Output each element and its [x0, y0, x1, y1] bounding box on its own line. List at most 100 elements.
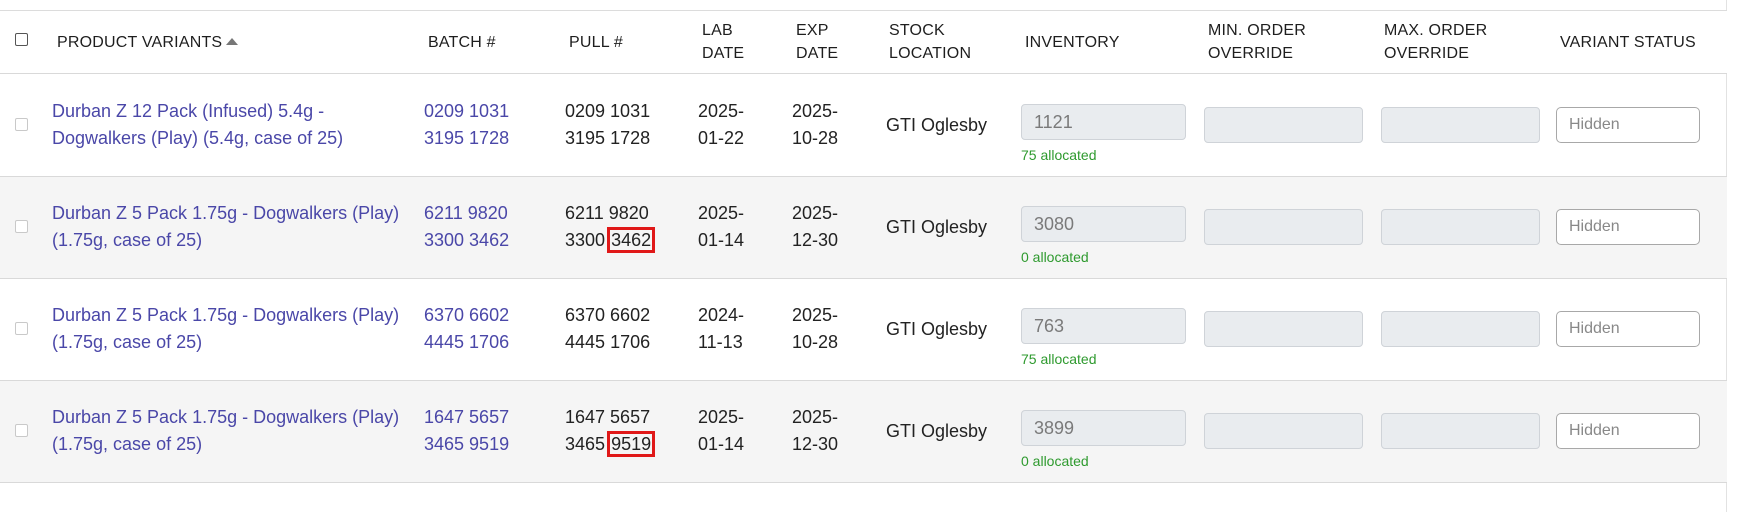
product-variant-link[interactable]: Durban Z 5 Pack 1.75g - Dogwalkers (Play… [52, 404, 399, 458]
product-variant-link[interactable]: Durban Z 12 Pack (Infused) 5.4g - Dogwal… [52, 98, 343, 152]
top-divider [0, 10, 1727, 11]
column-header-min-order-override: MIN. ORDER OVERRIDE [1208, 19, 1306, 65]
lab-date: 2024- 11-13 [698, 302, 744, 356]
exp-date-line1: 2025- [792, 305, 839, 325]
allocated-count: 0 allocated [1021, 249, 1089, 265]
exp-date-line2: 10-28 [792, 128, 839, 148]
product-variant-link[interactable]: Durban Z 5 Pack 1.75g - Dogwalkers (Play… [52, 302, 399, 356]
exp-date: 2025- 10-28 [792, 302, 838, 356]
batch-number-line1: 0209 1031 [424, 101, 510, 121]
pull-number-line1: 1647 5657 [565, 407, 651, 427]
product-variant-line2: Dogwalkers (Play) (5.4g, case of 25) [52, 128, 344, 148]
product-variant-line1: Durban Z 5 Pack 1.75g - Dogwalkers (Play… [52, 407, 400, 427]
lab-date-line2: 01-14 [698, 434, 745, 454]
row-checkbox[interactable] [15, 424, 28, 437]
exp-date: 2025- 10-28 [792, 98, 838, 152]
product-variant-link[interactable]: Durban Z 5 Pack 1.75g - Dogwalkers (Play… [52, 200, 399, 254]
exp-date-line2: 12-30 [792, 230, 839, 250]
batch-number-line2: 3300 3462 [424, 230, 510, 250]
product-variant-line2: (1.75g, case of 25) [52, 332, 203, 352]
row-checkbox[interactable] [15, 220, 28, 233]
batch-number-link[interactable]: 0209 1031 3195 1728 [424, 98, 509, 152]
lab-date-line2: 11-13 [698, 332, 743, 352]
inventory-input[interactable]: 3080 [1021, 206, 1186, 242]
table-row: Durban Z 5 Pack 1.75g - Dogwalkers (Play… [0, 381, 1727, 483]
pull-number: 0209 1031 3195 1728 [565, 98, 650, 152]
pull-number-line2-prefix: 3195 [565, 128, 606, 148]
max-order-override-input[interactable] [1381, 413, 1540, 449]
stock-location: GTI Oglesby [886, 421, 988, 441]
column-header-product-variants[interactable]: PRODUCT VARIANTS [57, 31, 239, 54]
pull-number-highlight: 3462 [607, 227, 656, 253]
batch-number-line1: 1647 5657 [424, 407, 510, 427]
lab-date-line2: 01-22 [698, 128, 745, 148]
exp-date: 2025- 12-30 [792, 200, 838, 254]
column-header-min-order-line1: MIN. ORDER [1208, 22, 1306, 39]
column-header-product-variants-label: PRODUCT VARIANTS [57, 34, 223, 51]
pull-number-line2: 4445 1706 [565, 329, 650, 356]
sort-asc-icon [226, 38, 239, 45]
min-order-override-input[interactable] [1204, 209, 1363, 245]
allocated-count: 75 allocated [1021, 147, 1097, 163]
variant-status-select[interactable]: Hidden [1556, 311, 1700, 347]
pull-number-line2-suffix: 1728 [610, 128, 651, 148]
column-header-lab-date-line1: LAB [702, 22, 733, 39]
batch-number-link[interactable]: 6370 6602 4445 1706 [424, 302, 509, 356]
column-header-exp-date-line1: EXP [796, 22, 829, 39]
product-variant-line1: Durban Z 5 Pack 1.75g - Dogwalkers (Play… [52, 203, 400, 223]
row-checkbox[interactable] [15, 118, 28, 131]
pull-number: 1647 5657 3465 9519 [565, 404, 656, 458]
batch-number-line2: 3465 9519 [424, 434, 510, 454]
exp-date-line1: 2025- [792, 203, 839, 223]
column-header-pull: PULL # [569, 34, 623, 51]
max-order-override-input[interactable] [1381, 209, 1540, 245]
min-order-override-input[interactable] [1204, 413, 1363, 449]
product-variant-line1: Durban Z 12 Pack (Infused) 5.4g - [52, 101, 325, 121]
column-header-exp-date: EXP DATE [796, 19, 838, 65]
table-header: PRODUCT VARIANTS BATCH # PULL # LAB DATE… [0, 11, 1727, 74]
table-row: Durban Z 5 Pack 1.75g - Dogwalkers (Play… [0, 177, 1727, 279]
lab-date: 2025- 01-22 [698, 98, 744, 152]
pull-number-line2-prefix: 3465 [565, 434, 606, 454]
column-header-min-order-line2: OVERRIDE [1208, 45, 1294, 62]
column-header-lab-date: LAB DATE [702, 19, 744, 65]
inventory-input[interactable]: 763 [1021, 308, 1186, 344]
pull-number: 6370 6602 4445 1706 [565, 302, 650, 356]
stock-location: GTI Oglesby [886, 217, 988, 237]
column-header-inventory: INVENTORY [1025, 34, 1120, 51]
select-all-checkbox[interactable] [15, 33, 28, 46]
min-order-override-input[interactable] [1204, 311, 1363, 347]
batch-number-line1: 6211 9820 [424, 203, 508, 223]
variant-status-select[interactable]: Hidden [1556, 209, 1700, 245]
batch-number-link[interactable]: 6211 9820 3300 3462 [424, 200, 509, 254]
pull-number-highlight: 9519 [607, 431, 656, 457]
lab-date-line2: 01-14 [698, 230, 745, 250]
lab-date-line1: 2025- [698, 203, 745, 223]
batch-number-link[interactable]: 1647 5657 3465 9519 [424, 404, 509, 458]
row-checkbox[interactable] [15, 322, 28, 335]
inventory-input[interactable]: 1121 [1021, 104, 1186, 140]
batch-number-line2: 4445 1706 [424, 332, 510, 352]
exp-date-line1: 2025- [792, 407, 839, 427]
lab-date-line1: 2025- [698, 407, 745, 427]
inventory-input[interactable]: 3899 [1021, 410, 1186, 446]
lab-date: 2025- 01-14 [698, 404, 744, 458]
product-variant-line1: Durban Z 5 Pack 1.75g - Dogwalkers (Play… [52, 305, 400, 325]
pull-number: 6211 9820 3300 3462 [565, 200, 656, 254]
stock-location: GTI Oglesby [886, 115, 988, 135]
pull-number-line2: 3195 1728 [565, 125, 650, 152]
pull-number-line2-prefix: 3300 [565, 230, 606, 250]
column-header-lab-date-line2: DATE [702, 45, 745, 62]
exp-date-line1: 2025- [792, 101, 839, 121]
min-order-override-input[interactable] [1204, 107, 1363, 143]
pull-number-line2: 3465 9519 [565, 431, 656, 458]
max-order-override-input[interactable] [1381, 107, 1540, 143]
lab-date-line1: 2024- [698, 305, 745, 325]
pull-number-line2-suffix: 1706 [610, 332, 651, 352]
variant-status-select[interactable]: Hidden [1556, 413, 1700, 449]
variant-status-select[interactable]: Hidden [1556, 107, 1700, 143]
pull-number-line2: 3300 3462 [565, 227, 656, 254]
table-row: Durban Z 5 Pack 1.75g - Dogwalkers (Play… [0, 279, 1727, 381]
max-order-override-input[interactable] [1381, 311, 1540, 347]
